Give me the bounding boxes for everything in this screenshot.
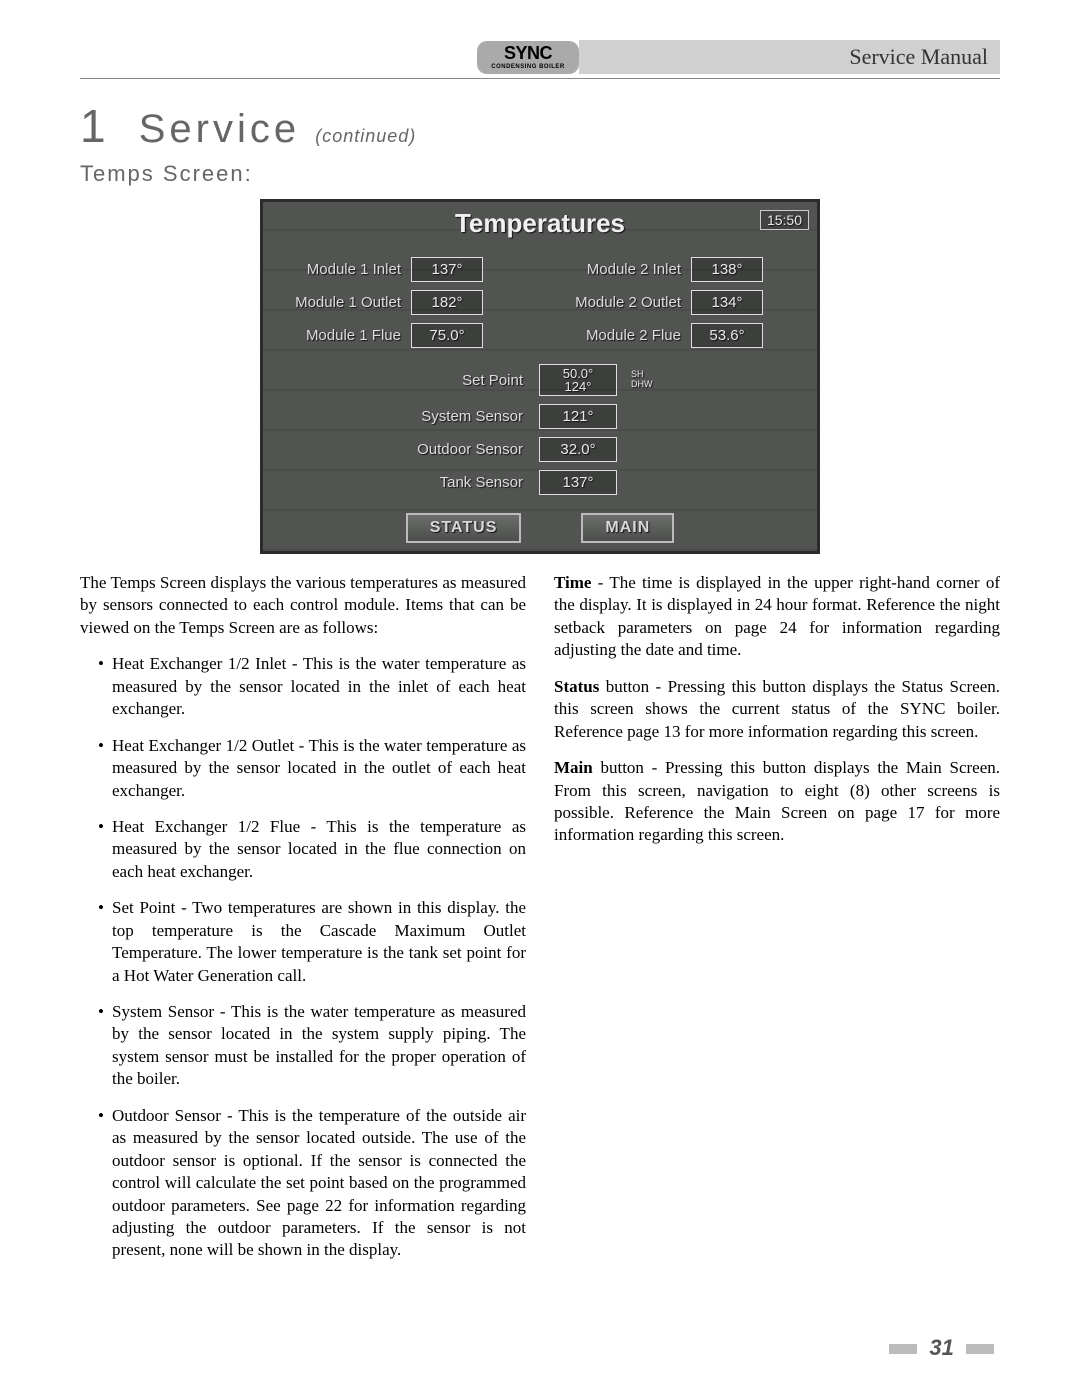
bullet-setpoint: Set Point - Two temperatures are shown i… [98, 897, 526, 987]
right-column: Time - The time is displayed in the uppe… [554, 572, 1000, 1276]
bullet-system: System Sensor - This is the water temper… [98, 1001, 526, 1091]
bullet-inlet: Heat Exchanger 1/2 Inlet - This is the w… [98, 653, 526, 720]
intro-paragraph: The Temps Screen displays the various te… [80, 572, 526, 639]
section-number: 1 [80, 100, 106, 152]
outdoor-value: 32.0° [539, 437, 617, 462]
setpoint-tag-sh: SH [631, 369, 644, 379]
setpoint-tag-dhw: DHW [631, 379, 653, 389]
m2-flue-label: Module 2 Flue [551, 327, 681, 344]
status-button[interactable]: STATUS [406, 513, 522, 543]
system-value: 121° [539, 404, 617, 429]
page-header: SYNC CONDENSING BOILER Service Manual [80, 40, 1000, 79]
m2-flue-value: 53.6° [691, 323, 763, 348]
temperatures-screen: Temperatures 15:50 Module 1 Inlet 137° Mo… [260, 199, 820, 554]
screen-title: Temperatures [455, 208, 625, 239]
time-paragraph: Time - The time is displayed in the uppe… [554, 572, 1000, 662]
main-paragraph: Main button - Pressing this button displ… [554, 757, 1000, 847]
module1-column: Module 1 Inlet 137° Module 1 Outlet 182° M… [271, 249, 529, 356]
main-button[interactable]: MAIN [581, 513, 674, 543]
footer-bar-right [966, 1344, 994, 1354]
section-continued: (continued) [315, 126, 416, 146]
outdoor-label: Outdoor Sensor [271, 441, 523, 458]
brand-badge: SYNC CONDENSING BOILER [477, 41, 579, 74]
page-footer: 31 [883, 1335, 1000, 1361]
m1-inlet-value: 137° [411, 257, 483, 282]
bullet-outdoor: Outdoor Sensor - This is the temperature… [98, 1105, 526, 1262]
m1-outlet-label: Module 1 Outlet [271, 294, 401, 311]
module2-column: Module 2 Inlet 138° Module 2 Outlet 134° M… [551, 249, 809, 356]
m2-outlet-value: 134° [691, 290, 763, 315]
setpoint-value: 50.0° 124° [539, 364, 617, 396]
section-heading: 1 Service (continued) [80, 99, 1000, 153]
m1-inlet-label: Module 1 Inlet [271, 261, 401, 278]
m1-flue-value: 75.0° [411, 323, 483, 348]
main-bold: Main [554, 758, 593, 777]
tank-value: 137° [539, 470, 617, 495]
section-title-text: Service [139, 107, 300, 151]
body-columns: The Temps Screen displays the various te… [80, 572, 1000, 1276]
bullet-flue: Heat Exchanger 1/2 Flue - This is the te… [98, 816, 526, 883]
m2-inlet-value: 138° [691, 257, 763, 282]
bullet-outlet: Heat Exchanger 1/2 Outlet - This is the … [98, 735, 526, 802]
brand-text: SYNC [504, 43, 552, 63]
m1-outlet-value: 182° [411, 290, 483, 315]
manual-label: Service Manual [579, 40, 1000, 74]
m1-flue-label: Module 1 Flue [271, 327, 401, 344]
bullet-list: Heat Exchanger 1/2 Inlet - This is the w… [80, 653, 526, 1262]
screen-time: 15:50 [760, 210, 809, 230]
tank-label: Tank Sensor [271, 474, 523, 491]
left-column: The Temps Screen displays the various te… [80, 572, 526, 1276]
footer-bar-left [889, 1344, 917, 1354]
m2-inlet-label: Module 2 Inlet [551, 261, 681, 278]
subsection-heading: Temps Screen: [80, 161, 1000, 187]
time-body: - The time is displayed in the upper rig… [554, 573, 1000, 659]
main-body: button - Pressing this button displays t… [554, 758, 1000, 844]
status-body: button - Pressing this button displays t… [554, 677, 1000, 741]
m2-outlet-label: Module 2 Outlet [551, 294, 681, 311]
time-bold: Time [554, 573, 591, 592]
brand-subtext: CONDENSING BOILER [491, 64, 565, 70]
status-paragraph: Status button - Pressing this button dis… [554, 676, 1000, 743]
page-number: 31 [929, 1335, 953, 1360]
screen-figure: Temperatures 15:50 Module 1 Inlet 137° Mo… [80, 199, 1000, 554]
system-label: System Sensor [271, 408, 523, 425]
setpoint-tags: SH DHW [631, 370, 653, 390]
setpoint-label: Set Point [271, 372, 523, 389]
status-bold: Status [554, 677, 599, 696]
